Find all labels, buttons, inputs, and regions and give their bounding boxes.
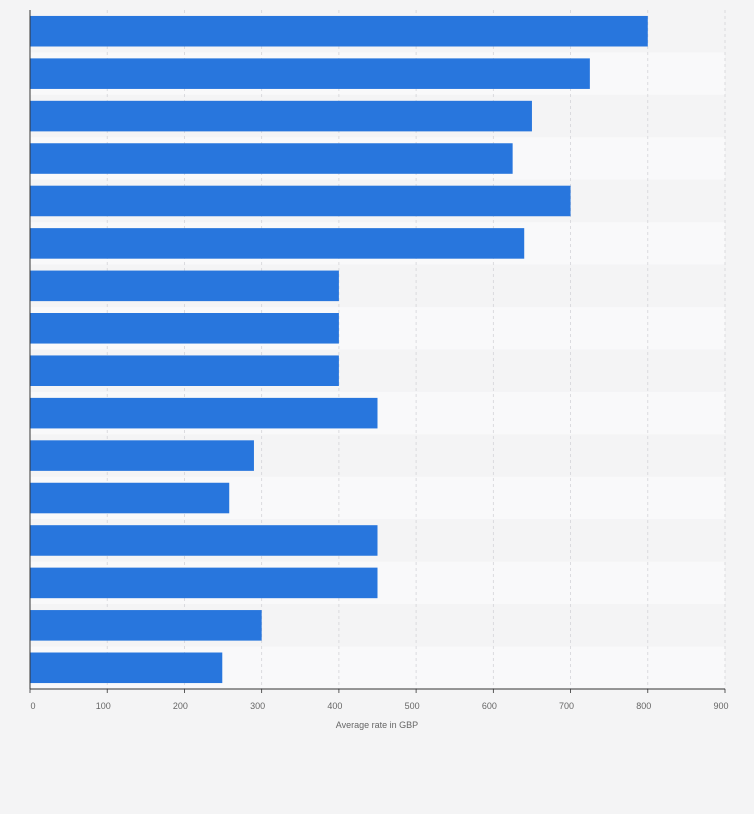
- bar[interactable]: [30, 143, 513, 174]
- bar[interactable]: [30, 185, 571, 217]
- x-tick-label: 700: [559, 701, 574, 711]
- bar[interactable]: [30, 440, 254, 471]
- x-tick-label: 600: [482, 701, 497, 711]
- bar[interactable]: [30, 355, 339, 386]
- bar[interactable]: [30, 652, 223, 684]
- x-tick-label: 900: [713, 701, 728, 711]
- bar[interactable]: [30, 228, 525, 259]
- x-axis-title: Average rate in GBP: [336, 720, 418, 730]
- bars: [30, 15, 648, 684]
- x-tick-labels: 0 100 200 300 400 500 600 700 800 900: [29, 689, 729, 711]
- bar[interactable]: [30, 482, 230, 514]
- bar[interactable]: [30, 567, 378, 599]
- bar[interactable]: [30, 610, 262, 641]
- x-tick-label: 200: [173, 701, 188, 711]
- bar[interactable]: [30, 397, 378, 429]
- x-tick-label: 0: [30, 701, 35, 711]
- bar[interactable]: [30, 313, 339, 344]
- bar[interactable]: [30, 270, 339, 302]
- x-tick-label: 500: [405, 701, 420, 711]
- bar[interactable]: [30, 58, 590, 89]
- x-tick-label: 300: [250, 701, 265, 711]
- x-tick-label: 100: [96, 701, 111, 711]
- axes: [29, 10, 725, 690]
- bar[interactable]: [30, 525, 378, 556]
- bar[interactable]: [30, 15, 648, 47]
- bar[interactable]: [30, 100, 532, 132]
- x-tick-label: 800: [636, 701, 651, 711]
- x-tick-label: 400: [327, 701, 342, 711]
